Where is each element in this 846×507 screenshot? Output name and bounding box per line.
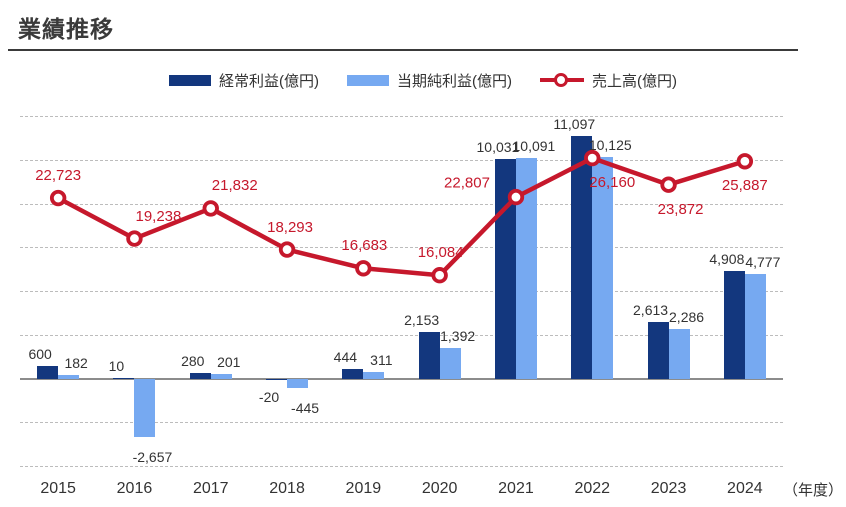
bar-net-profit (58, 374, 80, 379)
legend-label-sales: 売上高(億円) (592, 72, 677, 90)
sales-value-label: 23,872 (657, 200, 704, 218)
sales-value-label: 25,887 (721, 177, 768, 195)
bar-net-profit (439, 348, 461, 379)
bar-ordinary-profit (266, 378, 288, 380)
bar-net-profit (592, 157, 614, 379)
legend-swatch-net-profit (347, 74, 389, 86)
x-axis-year-label: 2024 (727, 480, 763, 497)
sales-line-marker (126, 230, 143, 247)
x-axis-year-label: 2021 (498, 480, 534, 497)
bar-net-profit (515, 157, 537, 379)
bar-value-label: 1,392 (440, 328, 476, 345)
bar-value-label: 10,125 (588, 137, 632, 154)
legend-line-marker-icon (540, 73, 584, 87)
legend-label-ordinary-profit: 経常利益(億円) (219, 72, 319, 90)
zero-axis-line (20, 377, 783, 380)
bar-ordinary-profit (113, 378, 135, 379)
bar-value-label: 10,091 (512, 137, 556, 154)
bar-value-label: 311 (370, 351, 393, 368)
bar-ordinary-profit (189, 372, 211, 379)
x-axis-year-label: 2018 (269, 480, 305, 497)
x-axis-unit-label: （年度） (783, 482, 844, 499)
x-axis-year-label: 2023 (650, 480, 687, 497)
sales-line (49, 149, 754, 284)
sales-line-marker (736, 153, 754, 170)
gridline (20, 247, 783, 249)
bar-value-label: 11,097 (553, 115, 596, 132)
gridline (20, 116, 783, 118)
sales-line-marker (278, 241, 296, 258)
gridline (20, 334, 783, 336)
sales-value-label: 26,160 (589, 174, 636, 192)
bar-net-profit (744, 274, 766, 379)
legend-item-net-profit: 当期純利益(億円) (347, 70, 512, 91)
bar-net-profit (210, 374, 232, 379)
bar-value-label: 2,286 (669, 308, 705, 325)
bar-value-label: 2,613 (633, 301, 669, 318)
bar-value-label: 2,153 (404, 311, 440, 328)
bar-ordinary-profit (37, 365, 59, 379)
bar-value-label: 600 (28, 345, 52, 362)
bar-net-profit (363, 371, 385, 379)
bar-net-profit (134, 378, 156, 437)
sales-line-marker (507, 188, 525, 206)
sales-value-label: 19,238 (135, 207, 182, 225)
sales-line-marker (355, 260, 372, 277)
gridline (20, 159, 783, 161)
x-axis-year-label: 2020 (421, 480, 458, 497)
sales-value-label: 22,807 (444, 174, 490, 192)
sales-value-label: 21,832 (211, 177, 258, 195)
bar-value-label: -20 (258, 389, 280, 406)
gridline (20, 203, 783, 205)
sales-line-marker (584, 149, 601, 167)
bar-ordinary-profit (418, 331, 440, 379)
legend-label-net-profit: 当期純利益(億円) (397, 72, 512, 90)
x-axis-year-label: 2017 (192, 480, 229, 497)
legend-item-sales: 売上高(億円) (540, 70, 677, 91)
x-axis-year-label: 2015 (40, 480, 76, 497)
bar-value-label: 201 (217, 354, 241, 371)
sales-value-label: 16,084 (417, 244, 464, 262)
gridline (20, 291, 783, 293)
x-axis-year-label: 2022 (574, 480, 611, 497)
gridline (20, 466, 783, 468)
bar-value-label: 182 (64, 354, 88, 371)
sales-line-marker (202, 200, 219, 217)
x-axis-year-label: 2016 (116, 480, 153, 497)
bar-value-label: 4,777 (745, 254, 781, 271)
sales-line-marker (431, 267, 448, 284)
chart-legend: 経常利益(億円) 当期純利益(億円) 売上高(億円) (0, 70, 846, 90)
bar-value-label: 444 (333, 349, 358, 365)
page-title: 業績推移 (18, 16, 114, 42)
sales-value-label: 22,723 (35, 167, 82, 185)
plot-area: 600 10 280 -20 444 2,153 10,031 11,097 2,613 4,90… (20, 103, 783, 497)
bar-net-profit (668, 328, 690, 379)
sales-value-label: 18,293 (267, 218, 313, 236)
bar-value-label: 280 (181, 352, 205, 369)
sales-value-label: 16,683 (341, 237, 388, 255)
bar-ordinary-profit (647, 321, 669, 379)
bar-value-label: -2,657 (132, 448, 173, 465)
legend-swatch-ordinary-profit (169, 74, 211, 86)
bar-value-label: 10,031 (476, 139, 520, 156)
sales-line-marker (49, 189, 67, 207)
legend-item-ordinary-profit: 経常利益(億円) (169, 70, 319, 91)
title-underline (8, 49, 798, 51)
x-axis-year-label: 2019 (345, 480, 382, 497)
bar-value-label: 10 (108, 358, 125, 375)
sales-line-marker (660, 176, 677, 193)
bar-ordinary-profit (723, 271, 745, 379)
bar-value-label: -445 (291, 400, 320, 417)
bar-value-label: 4,908 (709, 251, 745, 268)
bar-ordinary-profit (571, 135, 593, 379)
bar-ordinary-profit (342, 369, 364, 379)
bar-net-profit (287, 378, 309, 389)
gridline (20, 422, 783, 424)
